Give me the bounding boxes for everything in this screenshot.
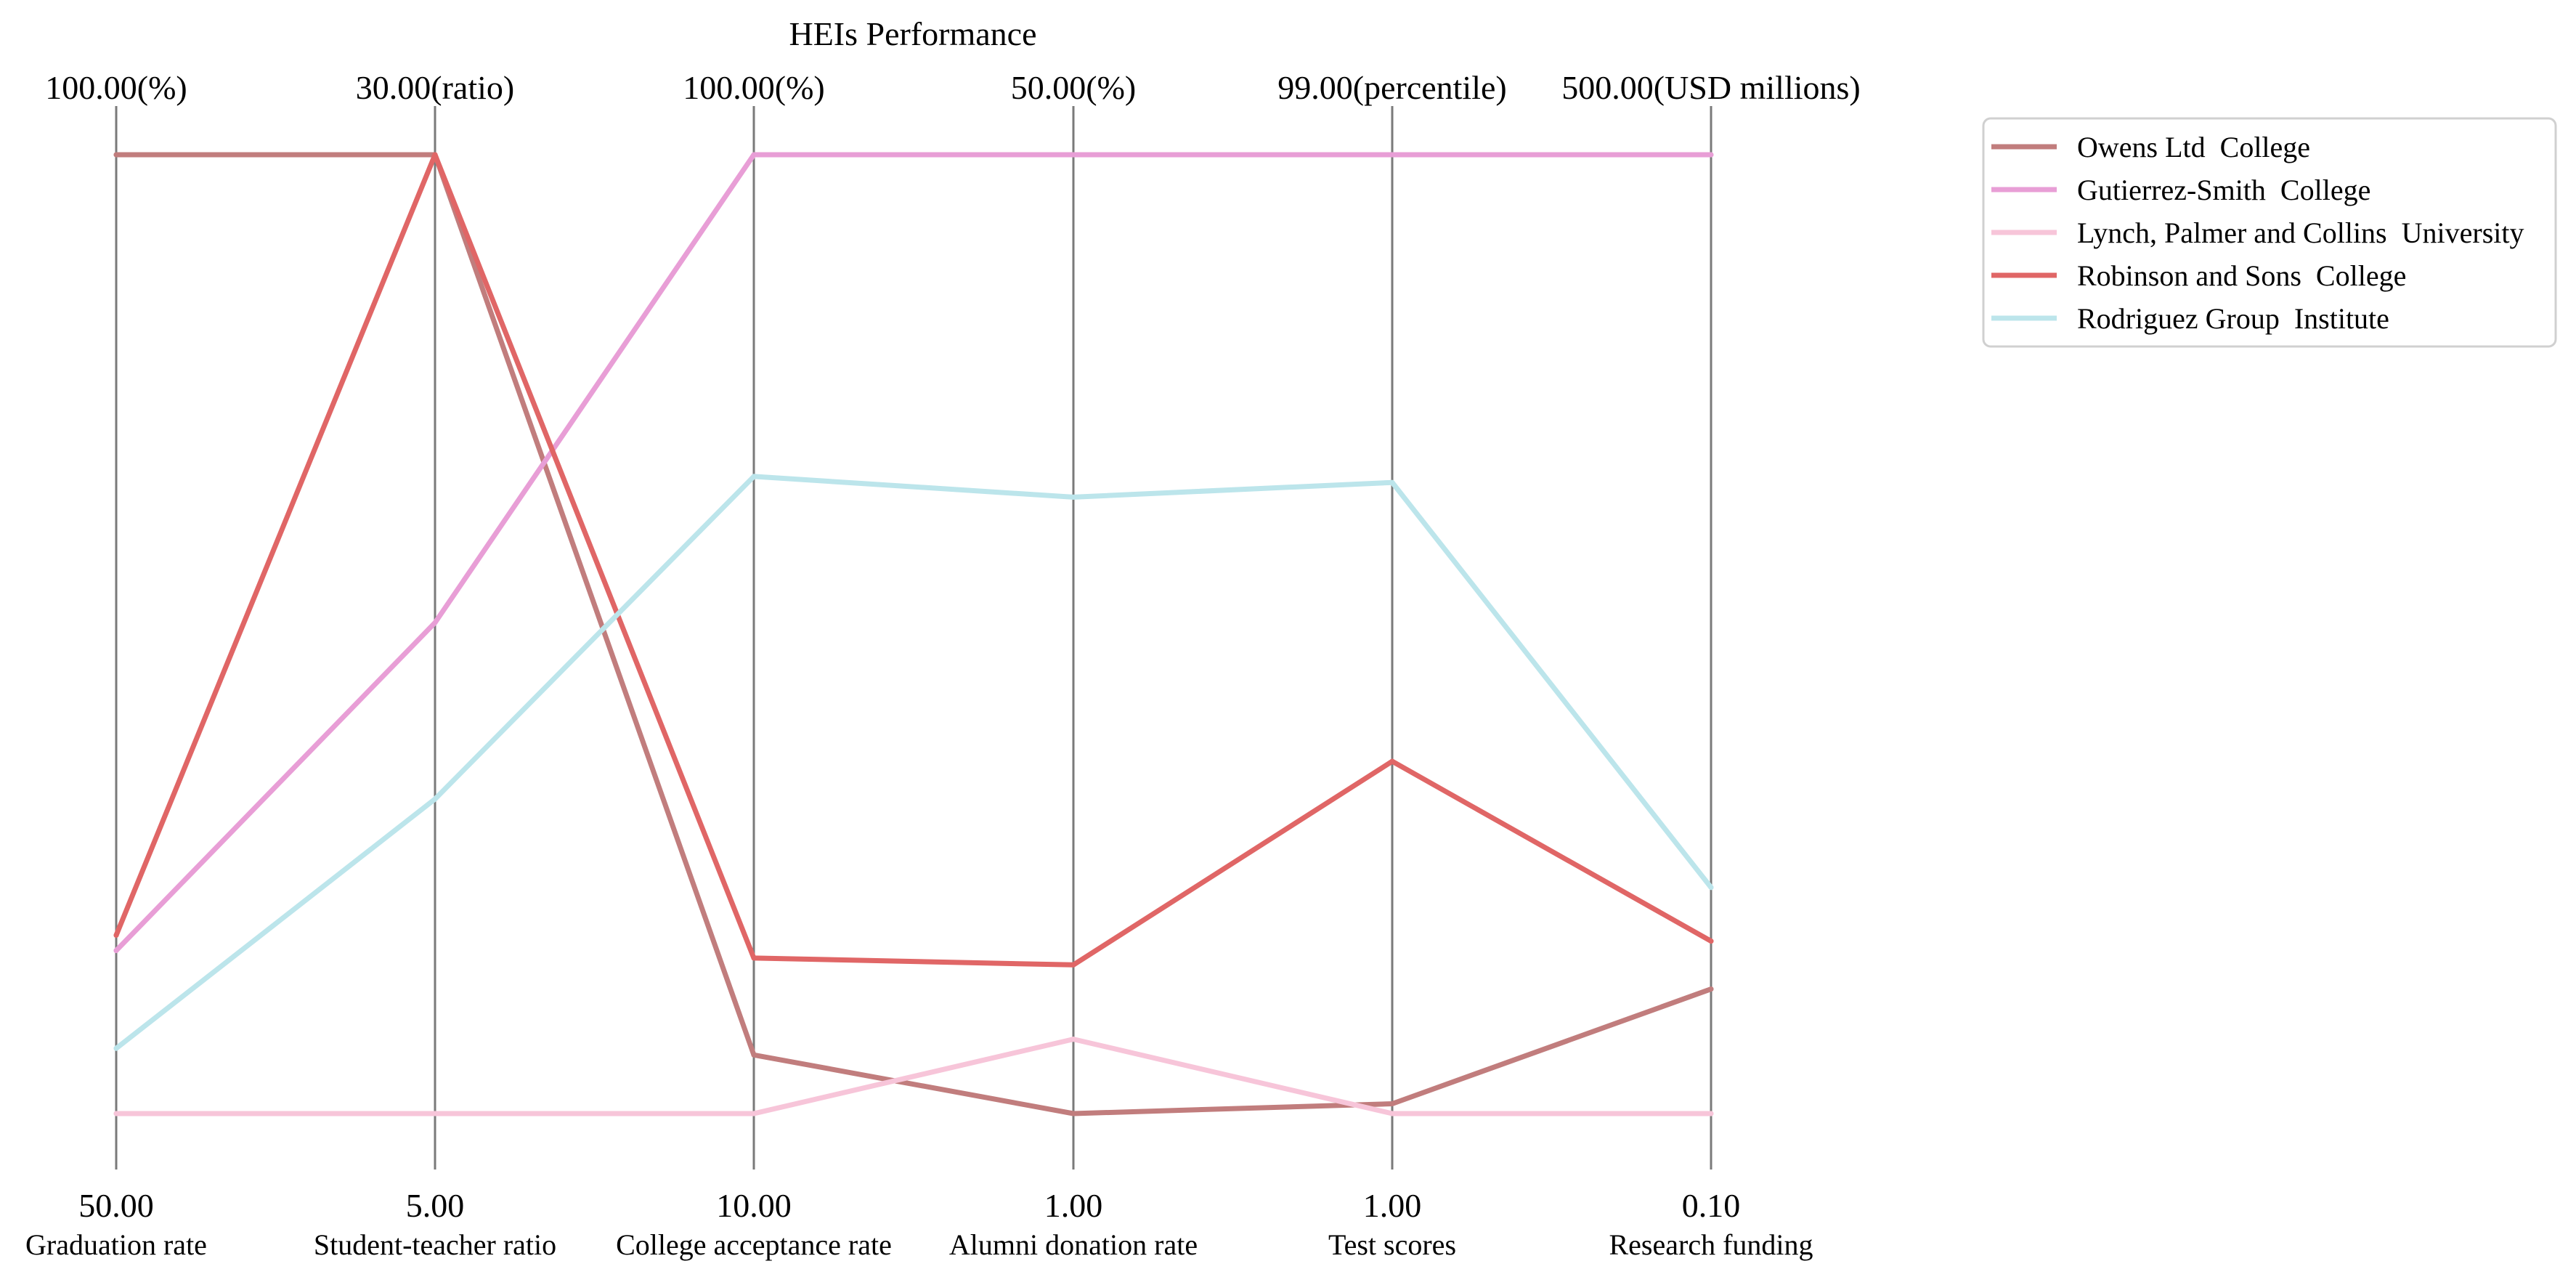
series-point [1070,1111,1076,1116]
series-point [432,152,438,158]
series-point [1708,152,1714,158]
legend-label: Gutierrez-Smith College [2077,174,2370,206]
series-point [113,1111,119,1116]
series-point [751,474,757,479]
axis-name-label: Test scores [1328,1228,1456,1261]
series-line [113,152,1714,954]
chart-title: HEIs Performance [789,15,1036,52]
series-point [1070,1037,1076,1042]
series-point [1389,758,1395,764]
series-point [751,955,757,961]
axis-max-label: 100.00(%) [683,69,824,106]
axes-layer: 100.00(%) 50.00 Graduation rate 30.00(ratio… [25,69,1861,1261]
legend-label: Lynch, Palmer and Collins University [2077,216,2524,249]
series-point [1708,885,1714,891]
axis-max-label: 50.00(%) [1011,69,1136,106]
series-point [432,796,438,802]
series-point [1708,986,1714,992]
series-point [1389,479,1395,485]
series-point [1070,152,1076,158]
axis-name-label: Research funding [1609,1228,1813,1261]
series-point [432,620,438,625]
series-point [1389,152,1395,158]
series-line [113,152,1714,1116]
axis-min-label: 50.00 [78,1187,154,1224]
series-point [1708,939,1714,944]
axis-min-label: 1.00 [1044,1187,1103,1224]
axis-name-label: Student-teacher ratio [314,1228,556,1261]
axis-min-label: 10.00 [716,1187,792,1224]
axis-name-label: Alumni donation rate [949,1228,1198,1261]
series-point [1389,1111,1395,1116]
axis-name-label: Graduation rate [25,1228,207,1261]
legend-frame [1982,117,2557,348]
series-layer [113,152,1714,1116]
series-point [1708,1111,1714,1116]
series-point [113,933,119,938]
axis-name-label: College acceptance rate [616,1228,892,1261]
series-point [113,948,119,954]
legend-label: Rodriguez Group Institute [2077,302,2389,335]
series-point [1070,962,1076,968]
legend: Owens Ltd College Gutierrez-Smith College… [1982,117,2557,348]
axis-max-label: 100.00(%) [45,69,187,106]
legend-items: Owens Ltd College Gutierrez-Smith College… [1991,131,2524,335]
series-point [751,1111,757,1116]
legend-label: Owens Ltd College [2077,131,2310,163]
axis-max-label: 500.00(USD millions) [1561,69,1860,106]
series-point [751,1052,757,1058]
series-point [113,152,119,158]
series-point [1070,494,1076,500]
series-line [113,474,1714,1051]
legend-label: Robinson and Sons College [2077,259,2406,292]
series-point [751,152,757,158]
series-line [113,1037,1714,1116]
axis-max-label: 99.00(percentile) [1277,69,1506,106]
axis-min-label: 1.00 [1363,1187,1422,1224]
series-point [432,1111,438,1116]
series-point [1389,1101,1395,1106]
series-point [113,1045,119,1051]
axis-min-label: 5.00 [406,1187,465,1224]
axis-min-label: 0.10 [1682,1187,1741,1224]
axis-max-label: 30.00(ratio) [356,69,514,106]
series-line [113,152,1714,968]
